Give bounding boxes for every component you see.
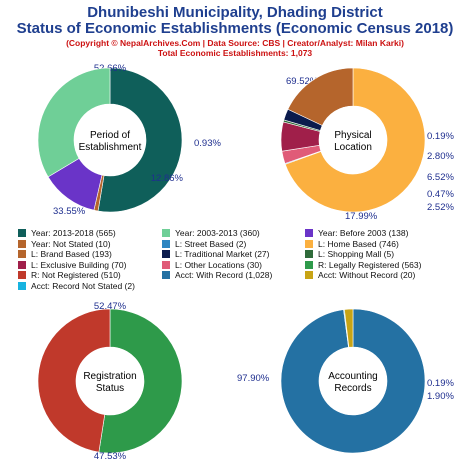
pct-label-2-0: 52.47% — [94, 301, 127, 312]
pct-label-0-2: 12.86% — [151, 173, 184, 184]
donut-hole-2 — [76, 347, 144, 415]
legend-swatch — [162, 229, 170, 237]
legend-label: R: Not Registered (510) — [31, 270, 121, 280]
center-label-2-0: Registration — [83, 371, 136, 382]
chart-title-line2: Status of Economic Establishments (Econo… — [16, 20, 454, 37]
legend-item: L: Street Based (2) — [162, 239, 246, 249]
legend-label: L: Brand Based (193) — [31, 249, 112, 259]
center-label-3-1: Records — [334, 383, 371, 394]
pct-label-3-0: 97.90% — [237, 373, 270, 384]
legend-item: L: Other Locations (30) — [162, 260, 262, 270]
legend-swatch — [305, 260, 313, 269]
donut-hole-0 — [74, 104, 146, 176]
pct-label-1-0: 69.52% — [286, 76, 319, 87]
legend-item: Year: 2003-2013 (360) — [162, 228, 260, 238]
legend-item: R: Legally Registered (563) — [305, 260, 421, 270]
center-label-0-1: Establishment — [79, 142, 142, 153]
total-line: Total Economic Establishments: 1,073 — [157, 48, 313, 58]
center-label-0-0: Period of — [90, 130, 130, 141]
legend-label: L: Shopping Mall (5) — [318, 249, 395, 259]
legend-label: Year: Before 2003 (138) — [318, 228, 409, 238]
legend-swatch — [305, 239, 313, 248]
chart-title-line1: Dhunibeshi Municipality, Dhading Distric… — [87, 4, 383, 21]
legend-item: Acct: Without Record (20) — [305, 270, 415, 280]
copyright-line: (Copyright © NepalArchives.Com | Data So… — [66, 38, 404, 48]
legend-item: R: Not Registered (510) — [18, 270, 121, 280]
center-label-1-1: Location — [334, 142, 372, 153]
legend-label: L: Other Locations (30) — [175, 259, 262, 270]
legend-swatch — [162, 239, 170, 248]
donut-hole-1 — [319, 106, 387, 174]
legend-item: Year: 2013-2018 (565) — [18, 228, 116, 238]
legend-label: Year: 2003-2013 (360) — [175, 228, 260, 238]
center-label-1-0: Physical — [334, 130, 371, 141]
legend-item: L: Shopping Mall (5) — [305, 249, 394, 259]
pct-label-0-1: 0.93% — [194, 138, 221, 149]
legend-swatch — [18, 281, 26, 290]
pct-label-1-1: 0.19% — [427, 131, 454, 142]
legend-item: Year: Not Stated (10) — [18, 239, 111, 249]
legend-label: L: Exclusive Building (70) — [31, 259, 127, 270]
legend-item: L: Home Based (746) — [305, 239, 399, 249]
legend-label: Year: 2013-2018 (565) — [31, 228, 116, 238]
legend-label: Acct: With Record (1,028) — [175, 270, 273, 280]
legend-swatch — [305, 229, 313, 237]
legend-label: Year: Not Stated (10) — [31, 238, 111, 249]
legend-item: L: Brand Based (193) — [18, 249, 112, 259]
legend-swatch — [305, 250, 313, 258]
legend-label: L: Street Based (2) — [175, 238, 247, 249]
legend-item: Acct: With Record (1,028) — [162, 270, 272, 280]
legend-label: Acct: Record Not Stated (2) — [31, 280, 135, 291]
pct-label-1-4: 0.47% — [427, 189, 454, 200]
legend-label: L: Traditional Market (27) — [175, 249, 270, 259]
pct-label-3-1: 0.19% — [427, 378, 454, 389]
pct-label-1-3: 6.52% — [427, 172, 454, 183]
pct-label-1-6: 17.99% — [345, 211, 378, 222]
donut-hole-3 — [319, 347, 387, 415]
legend-label: R: Legally Registered (563) — [318, 259, 422, 270]
center-label-2-1: Status — [96, 383, 124, 394]
legend-swatch — [18, 229, 26, 237]
legend-swatch — [18, 239, 26, 248]
pct-label-0-3: 33.55% — [53, 206, 86, 217]
legend-swatch — [18, 260, 26, 269]
center-label-3-0: Accounting — [328, 371, 377, 382]
legend-swatch — [162, 250, 170, 258]
pct-label-2-1: 47.53% — [94, 451, 127, 462]
legend-item: Year: Before 2003 (138) — [305, 228, 408, 238]
legend-label: L: Home Based (746) — [318, 238, 399, 249]
pct-label-1-2: 2.80% — [427, 151, 454, 162]
legend-swatch — [18, 250, 26, 258]
legend-swatch — [162, 271, 170, 279]
legend-swatch — [162, 260, 170, 269]
legend-label: Acct: Without Record (20) — [318, 270, 416, 280]
legend-item: L: Traditional Market (27) — [162, 249, 269, 259]
legend-swatch — [305, 271, 313, 279]
legend-item: Acct: Record Not Stated (2) — [18, 281, 135, 291]
legend-item: L: Exclusive Building (70) — [18, 260, 126, 270]
pct-label-3-2: 1.90% — [427, 391, 454, 402]
pct-label-1-5: 2.52% — [427, 202, 454, 213]
legend-swatch — [18, 271, 26, 279]
